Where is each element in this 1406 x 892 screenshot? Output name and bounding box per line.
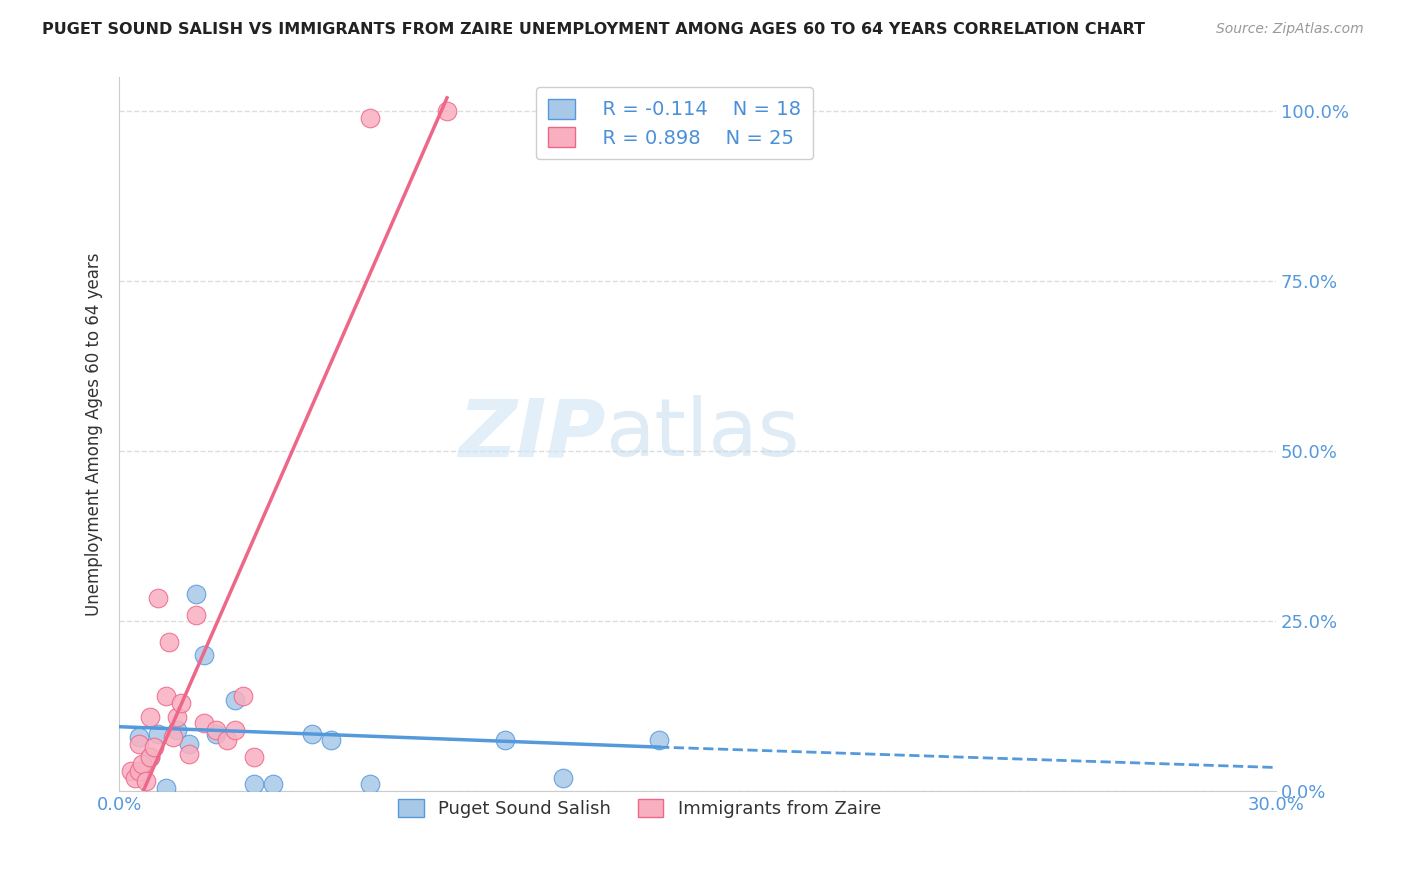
Point [359,112,381,126]
Point [177,737,200,751]
Point [143,740,166,755]
Point [124,771,146,785]
Point [224,692,246,706]
Point [155,780,177,795]
Point [170,696,193,710]
Point [128,764,150,778]
Point [204,723,226,738]
Point [131,757,153,772]
Point [157,634,180,648]
Point [648,733,671,747]
Point [120,764,142,778]
Point [128,737,150,751]
Point [217,733,239,747]
Point [224,723,246,738]
Text: PUGET SOUND SALISH VS IMMIGRANTS FROM ZAIRE UNEMPLOYMENT AMONG AGES 60 TO 64 YEA: PUGET SOUND SALISH VS IMMIGRANTS FROM ZA… [42,22,1144,37]
Point [146,591,169,605]
Point [146,726,169,740]
Point [232,689,254,703]
Point [186,587,208,601]
Point [128,730,150,744]
Legend: Puget Sound Salish, Immigrants from Zaire: Puget Sound Salish, Immigrants from Zair… [391,791,889,825]
Point [193,716,215,731]
Point [243,750,266,764]
Text: atlas: atlas [605,395,800,474]
Point [263,777,285,791]
Point [301,726,323,740]
Point [139,709,162,723]
Point [162,730,184,744]
Point [551,771,574,785]
Point [166,723,188,738]
Point [135,774,157,789]
Point [139,750,162,764]
Point [166,709,188,723]
Text: ZIP: ZIP [458,395,605,474]
Point [155,689,177,703]
Point [204,726,226,740]
Text: Source: ZipAtlas.com: Source: ZipAtlas.com [1216,22,1364,37]
Point [139,750,162,764]
Point [494,733,516,747]
Point [321,733,343,747]
Point [177,747,200,761]
Point [359,777,381,791]
Point [193,648,215,663]
Point [436,104,458,119]
Point [186,607,208,622]
Point [243,777,266,791]
Y-axis label: Unemployment Among Ages 60 to 64 years: Unemployment Among Ages 60 to 64 years [86,252,103,616]
